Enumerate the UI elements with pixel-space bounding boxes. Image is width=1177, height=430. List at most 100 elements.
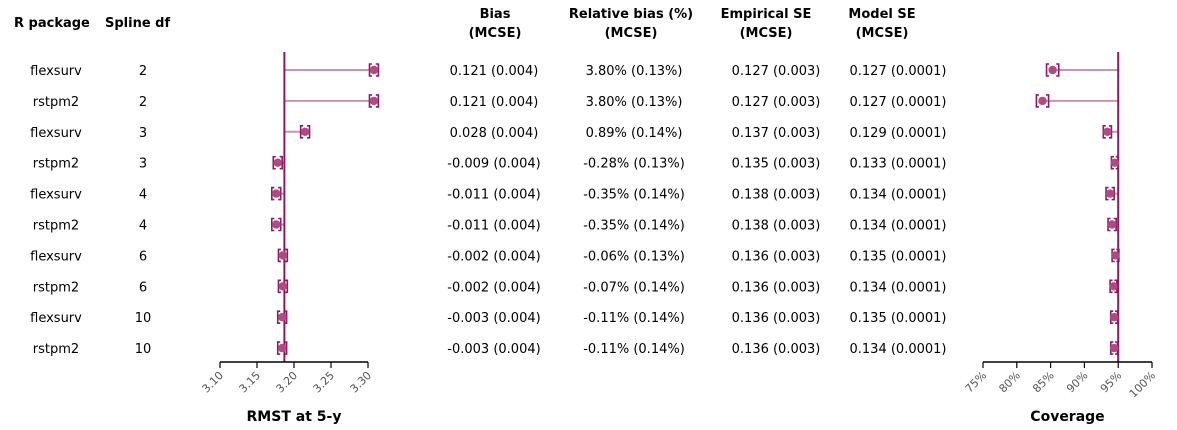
cell-bias: -0.003 (0.004): [447, 311, 540, 326]
cell-package: flexsurv: [30, 64, 82, 79]
cell-model-se: 0.134 (0.0001): [850, 219, 947, 234]
rmst-ci-lower-bracket: [276, 341, 281, 355]
coverage-axis-title: Coverage: [1030, 409, 1104, 425]
cell-spline-df: 4: [139, 188, 147, 203]
coverage-ci-lower-bracket: [1045, 63, 1050, 77]
rmst-ci-upper-bracket: [284, 341, 288, 355]
rmst-ci-upper-bracket: [307, 125, 311, 139]
cell-bias: -0.002 (0.004): [447, 249, 540, 264]
cell-empirical-se: 0.136 (0.003): [732, 311, 821, 326]
rmst-point: [272, 220, 281, 229]
cell-spline-df: 2: [139, 64, 147, 79]
rmst-tick-label: 3.20: [274, 369, 301, 396]
header-empirical-se-mcse: (MCSE): [740, 26, 793, 41]
cell-relative-bias: -0.11% (0.14%): [583, 342, 685, 357]
cell-spline-df: 6: [139, 280, 147, 295]
cell-spline-df: 10: [135, 311, 152, 326]
coverage-point: [1109, 282, 1118, 291]
cell-model-se: 0.134 (0.0001): [850, 280, 947, 295]
coverage-point: [1111, 251, 1120, 260]
coverage-point: [1109, 343, 1119, 353]
coverage-point: [1103, 127, 1112, 136]
header-bias-mcse: (MCSE): [469, 26, 522, 41]
coverage-point: [1110, 158, 1120, 167]
coverage-tick-label: 100%: [1127, 369, 1158, 400]
cell-relative-bias: -0.07% (0.14%): [583, 280, 685, 295]
cell-spline-df: 3: [139, 157, 147, 172]
cell-bias: -0.011 (0.004): [447, 219, 540, 234]
cell-bias: -0.002 (0.004): [447, 280, 540, 295]
header-model-se-mcse: (MCSE): [856, 26, 909, 41]
cell-bias: -0.011 (0.004): [447, 188, 540, 203]
header-relative-bias: Relative bias (%): [569, 7, 693, 22]
cell-relative-bias: -0.35% (0.14%): [583, 219, 685, 234]
coverage-tick-label: 75%: [963, 369, 989, 395]
coverage-ci-upper-bracket: [1056, 63, 1060, 77]
rmst-point: [369, 96, 379, 106]
coverage-point: [1048, 65, 1057, 75]
cell-model-se: 0.127 (0.0001): [850, 95, 947, 110]
rmst-point: [300, 127, 310, 136]
cell-relative-bias: -0.06% (0.13%): [583, 249, 685, 264]
coverage-ci-upper-bracket: [1046, 94, 1050, 108]
rmst-point: [278, 251, 288, 260]
coverage-point: [1107, 220, 1117, 229]
cell-model-se: 0.127 (0.0001): [850, 64, 947, 79]
rmst-panel: 3.10 3.15 3.20 3.25 3.30 RMST at 5-y: [200, 52, 380, 425]
cell-spline-df: 10: [135, 342, 152, 357]
cell-package: rstpm2: [33, 342, 79, 357]
rmst-ci-upper-bracket: [375, 94, 380, 108]
rmst-tick-label: 3.25: [311, 369, 338, 396]
rmst-ci-upper-bracket: [278, 186, 282, 201]
cell-bias: -0.003 (0.004): [447, 342, 540, 357]
coverage-panel: 75% 80% 85% 90% 95% 100% Coverage: [963, 52, 1158, 425]
coverage-tick-label: 85%: [1030, 369, 1056, 395]
cell-relative-bias: 0.89% (0.14%): [586, 126, 683, 141]
cell-package: rstpm2: [33, 157, 79, 172]
cell-model-se: 0.129 (0.0001): [850, 126, 947, 141]
header-bias: Bias: [480, 7, 511, 22]
cell-bias: 0.121 (0.004): [450, 64, 539, 79]
rmst-ci-lower-bracket: [368, 63, 372, 77]
rmst-ci-lower-bracket: [299, 125, 304, 139]
cell-empirical-se: 0.127 (0.003): [732, 95, 821, 110]
rmst-tick-label: 3.10: [200, 369, 227, 396]
cell-relative-bias: 3.80% (0.13%): [586, 64, 683, 79]
rmst-point: [277, 343, 287, 353]
rmst-ci-lower-bracket: [368, 94, 372, 108]
cell-relative-bias: -0.28% (0.13%): [583, 157, 685, 172]
cell-empirical-se: 0.136 (0.003): [732, 280, 821, 295]
cell-empirical-se: 0.136 (0.003): [732, 249, 821, 264]
rmst-ci-upper-bracket: [375, 63, 380, 77]
cell-package: rstpm2: [33, 95, 79, 110]
rmst-point: [277, 313, 287, 322]
rmst-point: [369, 65, 379, 75]
rmst-ci-lower-bracket: [276, 310, 281, 324]
header-empirical-se: Empirical SE: [721, 7, 812, 22]
cell-bias: 0.121 (0.004): [450, 95, 539, 110]
rmst-ci-lower-bracket: [271, 217, 275, 232]
rmst-point: [273, 158, 282, 167]
rmst-ci-lower-bracket: [271, 186, 275, 201]
cell-relative-bias: -0.35% (0.14%): [583, 188, 685, 203]
header-relative-bias-mcse: (MCSE): [605, 26, 658, 41]
cell-model-se: 0.133 (0.0001): [850, 157, 947, 172]
rmst-tick-label: 3.30: [348, 369, 375, 396]
rmst-point: [272, 189, 281, 198]
rmst-ci-upper-bracket: [279, 155, 283, 170]
cell-empirical-se: 0.137 (0.003): [732, 126, 821, 141]
cell-empirical-se: 0.127 (0.003): [732, 64, 821, 79]
cell-empirical-se: 0.138 (0.003): [732, 188, 821, 203]
cell-package: flexsurv: [30, 126, 82, 141]
cell-bias: 0.028 (0.004): [450, 126, 539, 141]
coverage-point: [1109, 313, 1119, 322]
cell-spline-df: 2: [139, 95, 147, 110]
rmst-tick-label: 3.15: [237, 369, 264, 396]
cell-spline-df: 6: [139, 249, 147, 264]
cell-bias: -0.009 (0.004): [447, 157, 540, 172]
rmst-ci-upper-bracket: [278, 217, 282, 232]
header-spline-df: Spline df: [105, 16, 170, 31]
cell-package: rstpm2: [33, 280, 79, 295]
cell-empirical-se: 0.135 (0.003): [732, 157, 821, 172]
